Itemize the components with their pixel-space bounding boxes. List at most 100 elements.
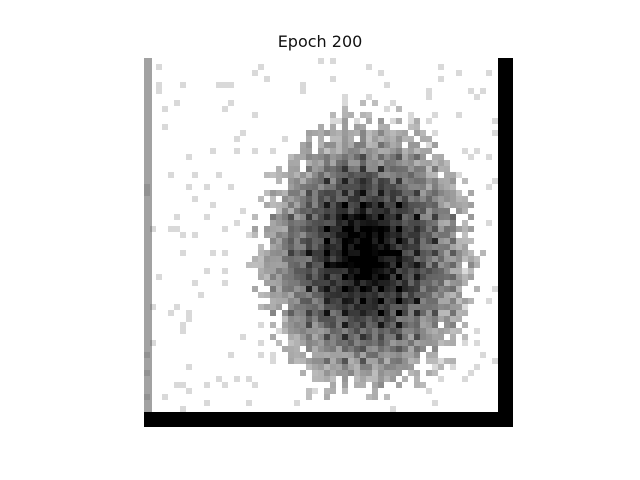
noise-pixel [366, 352, 372, 358]
noise-pixel [378, 286, 384, 292]
noise-pixel [432, 286, 438, 292]
noise-pixel [264, 280, 270, 286]
noise-pixel [300, 196, 306, 202]
noise-pixel [342, 124, 348, 130]
noise-pixel [264, 190, 270, 196]
noise-pixel [258, 322, 264, 328]
noise-pixel [372, 136, 378, 142]
noise-pixel [324, 328, 330, 334]
noise-pixel [438, 190, 444, 196]
noise-pixel [420, 244, 426, 250]
noise-pixel [366, 346, 372, 352]
noise-pixel [372, 382, 378, 388]
noise-pixel [276, 250, 282, 256]
noise-pixel [288, 166, 294, 172]
noise-pixel [264, 268, 270, 274]
noise-pixel [438, 262, 444, 268]
noise-pixel [378, 370, 384, 376]
noise-pixel [330, 322, 336, 328]
noise-pixel [360, 322, 366, 328]
noise-pixel [222, 250, 228, 256]
noise-pixel [402, 232, 408, 238]
noise-pixel [390, 358, 396, 364]
noise-pixel [318, 364, 324, 370]
noise-pixel [468, 268, 474, 274]
noise-pixel [390, 190, 396, 196]
noise-pixel [348, 166, 354, 172]
noise-pixel [336, 280, 342, 286]
noise-pixel [372, 172, 378, 178]
noise-pixel [354, 364, 360, 370]
noise-pixel [384, 346, 390, 352]
noise-pixel [276, 238, 282, 244]
noise-pixel [354, 250, 360, 256]
noise-pixel [390, 136, 396, 142]
noise-pixel [450, 172, 456, 178]
noise-pixel [372, 244, 378, 250]
noise-pixel [360, 190, 366, 196]
noise-pixel [414, 340, 420, 346]
noise-pixel [306, 136, 312, 142]
noise-pixel [186, 364, 192, 370]
noise-pixel [420, 148, 426, 154]
noise-pixel [426, 310, 432, 316]
noise-pixel [312, 202, 318, 208]
noise-pixel [246, 232, 252, 238]
noise-pixel [366, 136, 372, 142]
noise-pixel [438, 250, 444, 256]
noise-pixel [318, 316, 324, 322]
noise-pixel [384, 124, 390, 130]
noise-pixel [366, 130, 372, 136]
noise-pixel [378, 184, 384, 190]
noise-pixel [408, 202, 414, 208]
noise-pixel [342, 328, 348, 334]
noise-pixel [306, 388, 312, 394]
noise-pixel [414, 346, 420, 352]
noise-pixel [408, 352, 414, 358]
noise-pixel [348, 256, 354, 262]
noise-pixel [258, 64, 264, 70]
noise-pixel [336, 286, 342, 292]
noise-pixel [294, 160, 300, 166]
noise-pixel [366, 160, 372, 166]
noise-pixel [408, 292, 414, 298]
noise-pixel [300, 226, 306, 232]
noise-pixel [438, 232, 444, 238]
noise-pixel [378, 346, 384, 352]
noise-pixel [342, 136, 348, 142]
noise-pixel [318, 256, 324, 262]
noise-pixel [324, 364, 330, 370]
noise-pixel [372, 160, 378, 166]
noise-pixel [312, 376, 318, 382]
noise-pixel [342, 100, 348, 106]
noise-pixel [432, 130, 438, 136]
noise-pixel [306, 202, 312, 208]
noise-pixel [408, 136, 414, 142]
noise-pixel [354, 304, 360, 310]
noise-pixel [174, 226, 180, 232]
noise-pixel [306, 154, 312, 160]
noise-pixel [312, 172, 318, 178]
noise-pixel [438, 286, 444, 292]
noise-pixel [372, 274, 378, 280]
noise-pixel [372, 322, 378, 328]
noise-pixel [288, 160, 294, 166]
noise-pixel [396, 106, 402, 112]
noise-pixel [414, 256, 420, 262]
noise-pixel [444, 340, 450, 346]
noise-pixel [324, 184, 330, 190]
noise-pixel [270, 250, 276, 256]
noise-pixel [258, 244, 264, 250]
noise-pixel [390, 262, 396, 268]
noise-pixel [444, 262, 450, 268]
noise-pixel [360, 172, 366, 178]
noise-pixel [216, 82, 222, 88]
noise-pixel [408, 220, 414, 226]
noise-pixel [402, 136, 408, 142]
noise-pixel [420, 292, 426, 298]
noise-pixel [318, 340, 324, 346]
noise-pixel [384, 358, 390, 364]
noise-pixel [432, 304, 438, 310]
noise-pixel [378, 172, 384, 178]
noise-pixel [372, 370, 378, 376]
